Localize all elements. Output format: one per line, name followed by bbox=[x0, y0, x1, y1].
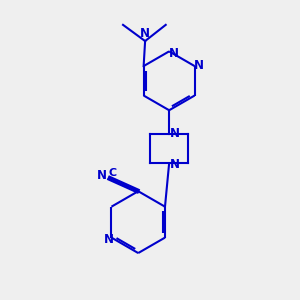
Text: N: N bbox=[169, 47, 179, 60]
Text: N: N bbox=[194, 59, 204, 72]
Text: N: N bbox=[169, 127, 179, 140]
Text: C: C bbox=[108, 168, 116, 178]
Text: N: N bbox=[97, 169, 107, 182]
Text: N: N bbox=[169, 158, 179, 171]
Text: N: N bbox=[103, 232, 113, 246]
Text: N: N bbox=[140, 27, 150, 40]
